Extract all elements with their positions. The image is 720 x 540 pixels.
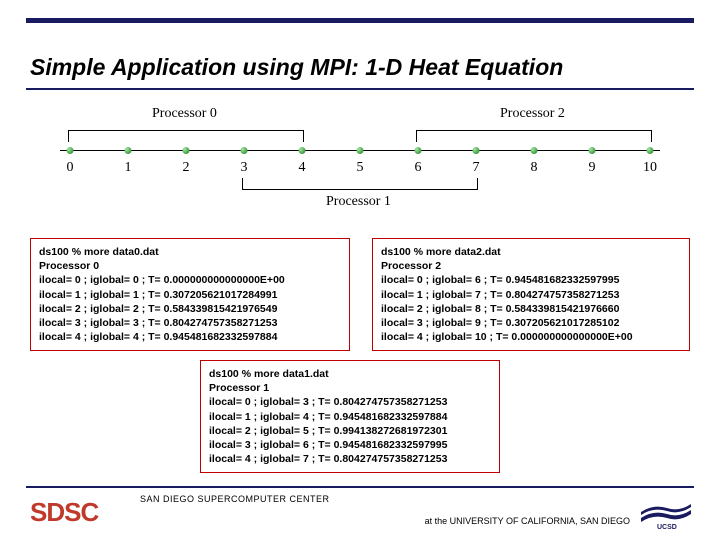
tick-label: 5 (357, 160, 364, 176)
svg-text:UCSD: UCSD (657, 524, 677, 530)
data-line: Processor 2 (381, 259, 681, 273)
tick-label: 3 (241, 160, 248, 176)
top-rule (26, 18, 694, 23)
data-line: ilocal= 3 ; iglobal= 6 ; T= 0.9454816823… (209, 438, 491, 452)
footer-line1: SAN DIEGO SUPERCOMPUTER CENTER (140, 494, 330, 504)
processor-label: Processor 0 (152, 106, 217, 122)
data-line: Processor 1 (209, 381, 491, 395)
processor-label: Processor 2 (500, 106, 565, 122)
data-line: ds100 % more data1.dat (209, 367, 491, 381)
processor-bracket (416, 130, 652, 142)
data-line: ilocal= 3 ; iglobal= 9 ; T= 0.3072056210… (381, 316, 681, 330)
grid-node (357, 147, 364, 154)
data-line: ds100 % more data0.dat (39, 245, 341, 259)
data-line: ilocal= 2 ; iglobal= 2 ; T= 0.5843398154… (39, 302, 341, 316)
tick-label: 7 (473, 160, 480, 176)
data-line: ilocal= 2 ; iglobal= 5 ; T= 0.9941382726… (209, 424, 491, 438)
grid-node (415, 147, 422, 154)
footer-line2: at the UNIVERSITY OF CALIFORNIA, SAN DIE… (425, 516, 630, 526)
sdsc-logo: SDSC (30, 497, 98, 528)
tick-label: 10 (643, 160, 657, 176)
data-box-proc1: ds100 % more data1.dat Processor 1 iloca… (200, 360, 500, 473)
decomposition-diagram: 0 1 2 3 4 5 6 7 8 9 10 Processor 0 Processor 2 Proces… (60, 100, 660, 220)
page-title: Simple Application using MPI: 1-D Heat E… (30, 54, 690, 81)
grid-node (589, 147, 596, 154)
data-line: ilocal= 0 ; iglobal= 3 ; T= 0.8042747573… (209, 395, 491, 409)
grid-node (647, 147, 654, 154)
data-box-proc2: ds100 % more data2.dat Processor 2 iloca… (372, 238, 690, 351)
title-rule (26, 88, 694, 90)
data-line: ilocal= 3 ; iglobal= 3 ; T= 0.8042747573… (39, 316, 341, 330)
data-line: ilocal= 1 ; iglobal= 4 ; T= 0.9454816823… (209, 410, 491, 424)
data-box-proc0: ds100 % more data0.dat Processor 0 iloca… (30, 238, 350, 351)
data-line: ilocal= 2 ; iglobal= 8 ; T= 0.5843398154… (381, 302, 681, 316)
processor-bracket (242, 178, 478, 190)
tick-label: 1 (125, 160, 132, 176)
data-line: ilocal= 1 ; iglobal= 7 ; T= 0.8042747573… (381, 288, 681, 302)
data-line: ilocal= 0 ; iglobal= 0 ; T= 0.0000000000… (39, 273, 341, 287)
tick-label: 4 (299, 160, 306, 176)
data-line: Processor 0 (39, 259, 341, 273)
processor-label: Processor 1 (326, 194, 391, 210)
grid-node (531, 147, 538, 154)
tick-label: 6 (415, 160, 422, 176)
grid-node (125, 147, 132, 154)
footer-rule (26, 486, 694, 488)
grid-node (67, 147, 74, 154)
data-line: ilocal= 4 ; iglobal= 4 ; T= 0.9454816823… (39, 330, 341, 344)
tick-label: 2 (183, 160, 190, 176)
processor-bracket (68, 130, 304, 142)
data-line: ds100 % more data2.dat (381, 245, 681, 259)
tick-label: 8 (531, 160, 538, 176)
grid-node (183, 147, 190, 154)
data-line: ilocal= 1 ; iglobal= 1 ; T= 0.3072056210… (39, 288, 341, 302)
data-line: ilocal= 0 ; iglobal= 6 ; T= 0.9454816823… (381, 273, 681, 287)
grid-node (241, 147, 248, 154)
grid-node (473, 147, 480, 154)
grid-node (299, 147, 306, 154)
data-line: ilocal= 4 ; iglobal= 10 ; T= 0.000000000… (381, 330, 681, 344)
tick-label: 0 (67, 160, 74, 176)
ucsd-logo: UCSD (639, 498, 694, 530)
data-line: ilocal= 4 ; iglobal= 7 ; T= 0.8042747573… (209, 452, 491, 466)
tick-label: 9 (589, 160, 596, 176)
